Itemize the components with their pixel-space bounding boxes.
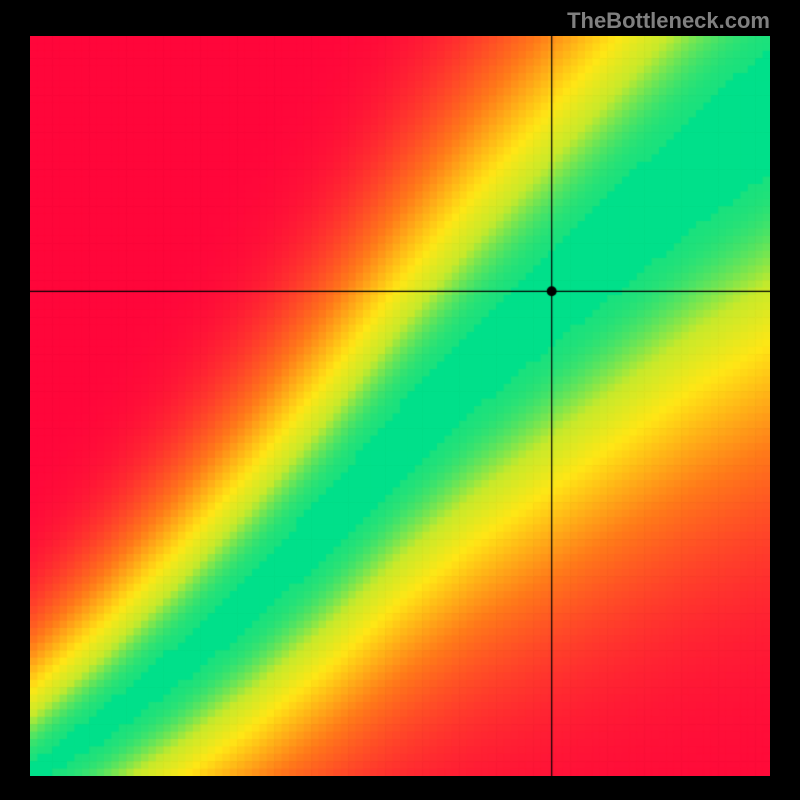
plot-area xyxy=(30,36,770,776)
bottleneck-heatmap xyxy=(30,36,770,776)
chart-container: TheBottleneck.com xyxy=(0,0,800,800)
watermark-text: TheBottleneck.com xyxy=(567,8,770,34)
